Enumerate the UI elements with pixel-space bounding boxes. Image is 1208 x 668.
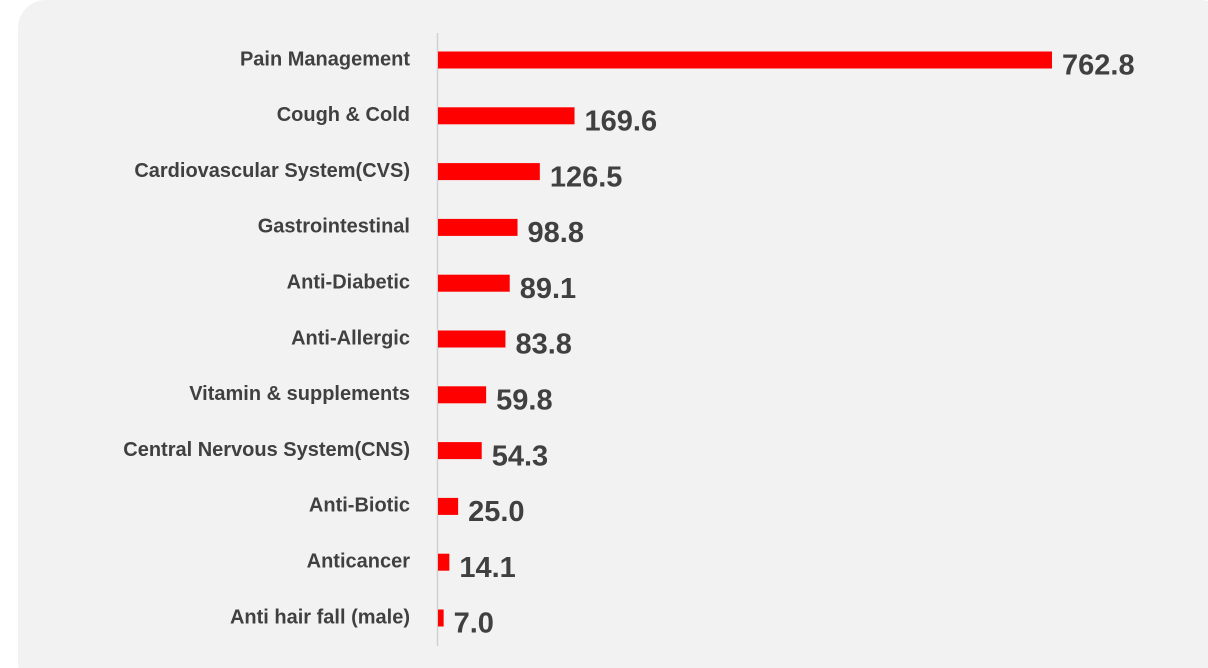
category-label: Central Nervous System(CNS) xyxy=(123,439,410,461)
bar xyxy=(438,218,518,236)
data-label: 89.1 xyxy=(520,273,576,305)
bar xyxy=(438,497,459,515)
data-label: 98.8 xyxy=(528,217,584,249)
category-label: Anti-Biotic xyxy=(309,495,410,517)
data-label: 59.8 xyxy=(496,384,552,416)
chart-background xyxy=(18,0,1208,668)
data-label: 14.1 xyxy=(459,552,515,584)
category-label: Anti-Diabetic xyxy=(287,271,410,293)
bar xyxy=(438,330,506,348)
bar xyxy=(438,274,510,292)
category-label: Anticancer xyxy=(307,550,411,572)
category-label: Pain Management xyxy=(240,48,410,70)
bar xyxy=(438,609,444,627)
category-label: Vitamin & supplements xyxy=(189,383,410,405)
category-label: Anti-Allergic xyxy=(291,327,410,349)
category-label: Gastrointestinal xyxy=(258,216,410,238)
data-label: 25.0 xyxy=(468,496,524,528)
bar xyxy=(438,553,450,571)
data-label: 126.5 xyxy=(550,161,623,193)
data-label: 83.8 xyxy=(515,329,571,361)
data-label: 762.8 xyxy=(1062,50,1135,82)
data-label: 54.3 xyxy=(492,440,548,472)
category-label: Anti hair fall (male) xyxy=(230,606,410,628)
data-label: 7.0 xyxy=(454,608,494,640)
bar xyxy=(438,442,482,460)
category-label: Cardiovascular System(CVS) xyxy=(134,160,410,182)
data-label: 169.6 xyxy=(585,105,658,137)
category-label: Cough & Cold xyxy=(277,104,410,126)
bar xyxy=(438,107,575,125)
bar xyxy=(438,163,540,181)
bar xyxy=(438,51,1052,69)
bar xyxy=(438,386,487,404)
